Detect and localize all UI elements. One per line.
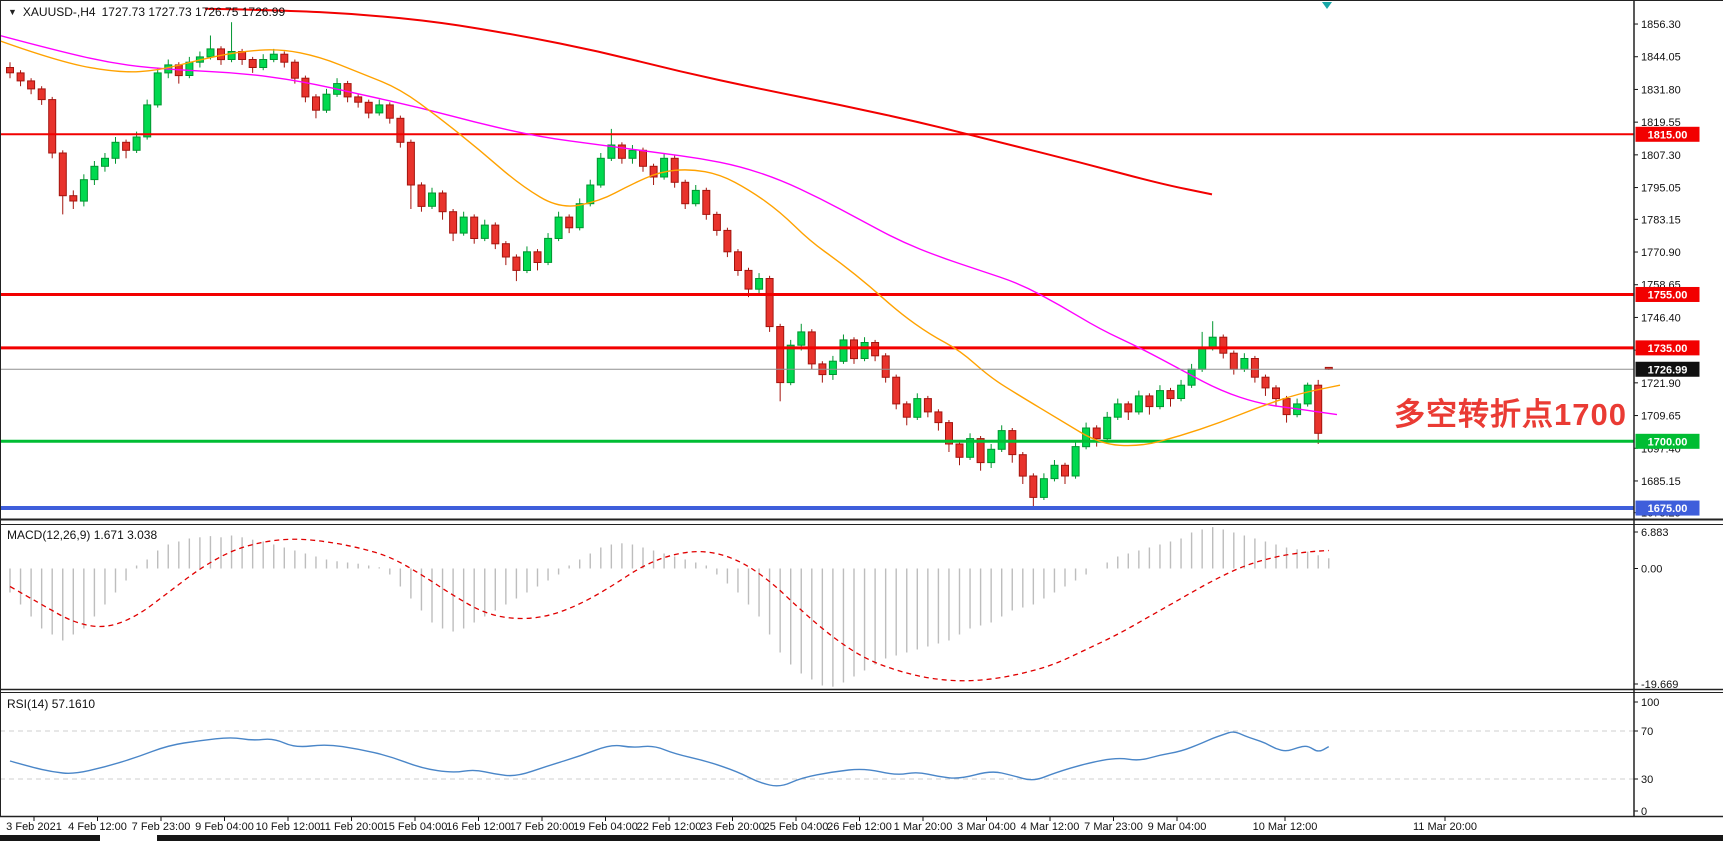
candles-layer [6,22,1333,509]
time-axis[interactable]: 3 Feb 2021 4 Feb 12:00 7 Feb 23:00 9 Feb 04… [6,816,1477,833]
rsi-axis: 100 70 30 0 [1634,697,1659,818]
chart-text-annotation[interactable]: 多空转折点1700 [1394,397,1627,432]
svg-text:1675.00: 1675.00 [1648,503,1688,515]
svg-text:0.00: 0.00 [1641,564,1662,576]
svg-text:1755.00: 1755.00 [1648,289,1688,301]
price-tick-label: 1783.15 [1641,214,1681,226]
price-tick-label: 1746.40 [1641,312,1681,324]
symbol-period-label: XAUUSD-,H4 [22,5,96,19]
time-tick-label: 17 Feb 20:00 [510,821,575,833]
macd-values: 1.671 3.038 [93,528,158,542]
macd-signal-line [9,538,1329,682]
time-tick-label: 9 Mar 04:00 [1148,821,1207,833]
price-badge-1675.00: 1675.00 [1635,500,1700,516]
symbol-info-bar: ▼ XAUUSD-,H4 1727.73 1727.73 1726.75 172… [8,5,285,19]
price-tick-label: 1856.30 [1641,19,1681,31]
time-tick-label: 3 Mar 04:00 [957,821,1016,833]
time-tick-label: 11 Mar 20:00 [1413,821,1477,833]
time-tick-label: 10 Mar 12:00 [1253,821,1318,833]
svg-text:-19.669: -19.669 [1641,679,1678,691]
price-tick-label: 1721.90 [1641,378,1681,390]
price-badge-1700.00: 1700.00 [1635,433,1700,449]
price-tick-label: 1819.55 [1641,117,1681,129]
time-tick-label: 9 Feb 04:00 [195,821,254,833]
time-tick-label: 4 Mar 12:00 [1021,821,1080,833]
price-tick-label: 1685.15 [1641,476,1681,488]
time-tick-label: 26 Feb 12:00 [827,821,892,833]
price-tick-label: 1709.65 [1641,411,1681,423]
background-window-strip-left [0,835,100,841]
price-tick-label: 1807.30 [1641,150,1681,162]
svg-text:6.883: 6.883 [1641,527,1669,539]
price-badge-1755.00: 1755.00 [1635,286,1700,302]
svg-text:1700.00: 1700.00 [1648,436,1688,448]
macd-histogram [9,527,1330,687]
rsi-name: RSI(14) [7,697,49,711]
time-tick-label: 23 Feb 20:00 [700,821,765,833]
macd-indicator-label: MACD(12,26,9) 1.671 3.038 [7,528,157,542]
current-price-badge: 1726.99 [1635,361,1700,377]
time-tick-label: 1 Mar 20:00 [894,821,953,833]
macd-axis: 6.883 0.00 -19.669 [1634,527,1678,691]
time-tick-label: 3 Feb 2021 [6,821,62,833]
ma-slow-red [204,7,1213,196]
svg-text:1735.00: 1735.00 [1648,343,1688,355]
price-tick-label: 1795.05 [1641,183,1681,195]
current-bar-marker-icon [1322,2,1332,9]
time-tick-label: 7 Feb 23:00 [132,821,191,833]
macd-name: MACD(12,26,9) [7,528,91,542]
price-tick-label: 1770.90 [1641,247,1681,259]
time-tick-label: 16 Feb 12:00 [446,821,511,833]
time-tick-label: 7 Mar 23:00 [1084,821,1143,833]
ohlc-values: 1727.73 1727.73 1726.75 1726.99 [101,5,286,19]
svg-text:70: 70 [1641,726,1653,738]
price-badge-1735.00: 1735.00 [1635,340,1700,356]
background-window-strip-right [157,835,1723,841]
time-tick-label: 4 Feb 12:00 [68,821,127,833]
price-badge-1815.00: 1815.00 [1635,126,1700,142]
time-tick-label: 19 Feb 04:00 [573,821,638,833]
svg-text:30: 30 [1641,774,1653,786]
ma-fast-orange [0,40,1341,447]
time-tick-label: 25 Feb 04:00 [764,821,829,833]
svg-text:0: 0 [1641,806,1647,818]
time-tick-label: 15 Feb 04:00 [383,821,448,833]
price-tick-label: 1844.05 [1641,52,1681,64]
svg-text:1815.00: 1815.00 [1648,129,1688,141]
svg-text:100: 100 [1641,697,1659,709]
rsi-indicator-label: RSI(14) 57.1610 [7,697,95,711]
time-tick-label: 11 Feb 20:00 [319,821,383,833]
ma-mid-magenta [0,34,1338,416]
symbol-dropdown-icon[interactable]: ▼ [8,7,17,17]
svg-text:1726.99: 1726.99 [1648,364,1688,376]
rsi-value: 57.1610 [51,697,96,711]
price-tick-label: 1831.80 [1641,84,1681,96]
time-tick-label: 22 Feb 12:00 [637,821,702,833]
time-tick-label: 10 Feb 12:00 [256,821,321,833]
rsi-line [9,731,1330,787]
